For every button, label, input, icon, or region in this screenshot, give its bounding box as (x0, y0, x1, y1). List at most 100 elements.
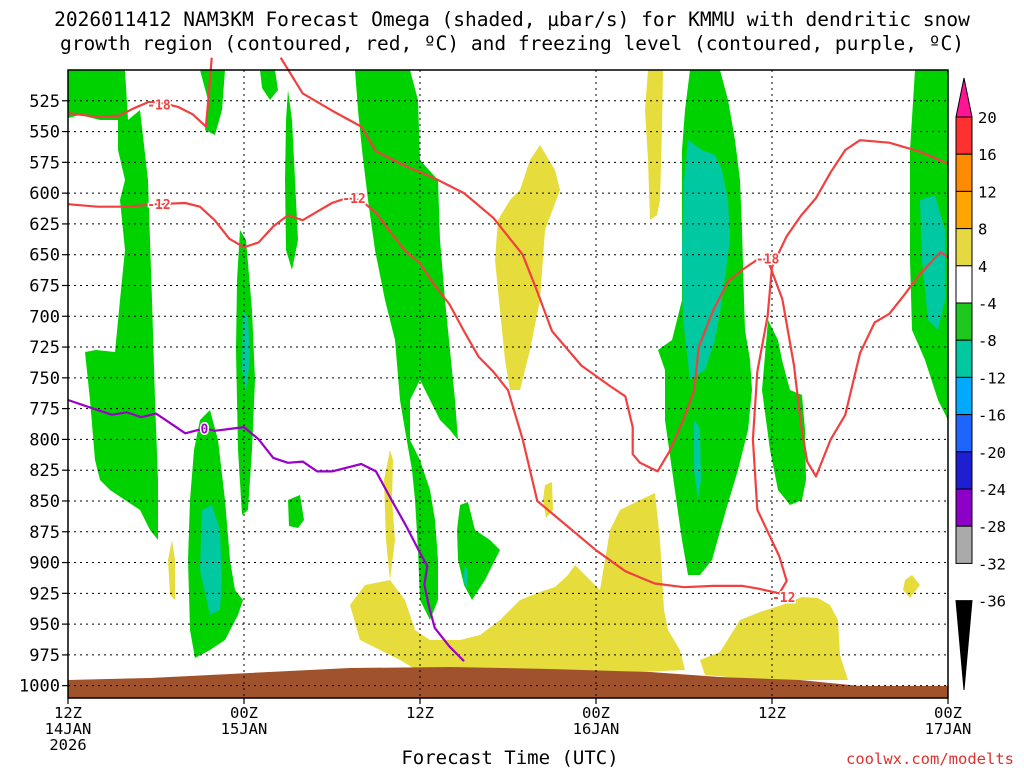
y-tick-label: 850 (29, 492, 60, 512)
y-tick-label: 675 (29, 276, 60, 296)
x-tick-label: 00Z (582, 704, 610, 722)
colorbar-swatch (955, 228, 973, 267)
omega-band (920, 195, 945, 330)
omega-band (694, 420, 701, 500)
y-tick-label: 1000 (19, 677, 60, 697)
colorbar-label: -8 (978, 332, 997, 350)
y-tick-label: 925 (29, 584, 60, 604)
x-tick-label: 12Z (758, 704, 786, 722)
colorbar-swatch (955, 190, 973, 230)
omega-band (463, 565, 468, 588)
colorbar-swatch (955, 488, 973, 527)
colorbar-swatch (955, 153, 973, 192)
omega-shading (68, 70, 948, 698)
x-tick-label: 15JAN (221, 720, 268, 738)
omega-band (355, 70, 458, 620)
colorbar-label: 20 (978, 109, 997, 127)
omega-band (682, 140, 730, 380)
y-tick-label: 600 (29, 184, 60, 204)
colorbar-swatch (955, 77, 973, 118)
x-tick-label: 2026 (49, 736, 86, 754)
y-tick-label: 750 (29, 369, 60, 389)
x-tick-label: 12Z (406, 704, 434, 722)
x-tick-label: 00Z (230, 704, 258, 722)
y-axis: 525 550 575 600 625 650 675 700 725 750 775 800 825 8… (19, 92, 68, 697)
chart-title-line2: growth region (contoured, red, ºC) and f… (60, 32, 964, 55)
y-tick-label: 725 (29, 338, 60, 358)
colorbar-swatch (955, 525, 973, 564)
y-tick-label: 875 (29, 523, 60, 543)
x-tick-label: 00Z (934, 704, 962, 722)
omega-band (168, 540, 175, 600)
credit-text: coolwx.com/modelts (846, 750, 1014, 768)
y-tick-label: 650 (29, 246, 60, 266)
omega-band (700, 597, 848, 680)
colorbar-label: 4 (978, 258, 987, 276)
x-tick-label: 12Z (54, 704, 82, 722)
colorbar-swatch (955, 339, 973, 378)
y-tick-label: 800 (29, 430, 60, 450)
colorbar-label: -36 (978, 593, 1006, 611)
y-tick-label: 975 (29, 646, 60, 666)
y-tick-label: 775 (29, 400, 60, 420)
y-tick-label: 950 (29, 615, 60, 635)
colorbar-label: -32 (978, 555, 1006, 573)
colorbar-label: -20 (978, 444, 1006, 462)
colorbar: 20 16 12 8 4 -4 -8 -12 -16 -20 -24 -28 -32 -36 (955, 77, 1006, 691)
contour-lines (67, 57, 949, 662)
omega-band (762, 320, 806, 505)
colorbar-label: -16 (978, 407, 1006, 425)
dgz-contour-line (279, 57, 768, 473)
omega-band (260, 70, 278, 100)
dgz-contour-line (67, 139, 949, 595)
y-tick-label: 825 (29, 461, 60, 481)
x-tick-label: 17JAN (925, 720, 972, 738)
omega-band (384, 450, 395, 580)
plot-frame (67, 69, 949, 699)
colorbar-swatch (955, 414, 973, 453)
y-tick-label: 575 (29, 153, 60, 173)
colorbar-swatch (955, 265, 973, 304)
omega-band (457, 502, 500, 600)
contour-label: -18 (147, 98, 171, 113)
freezing-level-line (67, 398, 465, 662)
omega-band (288, 495, 304, 528)
x-tick-label: 14JAN (45, 720, 92, 738)
omega-band (903, 575, 920, 598)
x-tick-label: 16JAN (573, 720, 620, 738)
dgz-contour-line (766, 251, 949, 478)
grid-lines (67, 70, 949, 698)
y-tick-label: 625 (29, 215, 60, 235)
terrain (68, 667, 948, 698)
contour-label: -12 (342, 192, 365, 207)
contour-label: -18 (756, 252, 780, 267)
y-tick-label: 525 (29, 92, 60, 112)
colorbar-label: 16 (978, 146, 997, 164)
colorbar-label: 12 (978, 183, 997, 201)
colorbar-swatch (955, 302, 973, 341)
colorbar-swatch (955, 600, 973, 691)
x-axis-label: Forecast Time (UTC) (401, 747, 618, 768)
contour-label: -12 (147, 198, 170, 213)
colorbar-swatch (955, 451, 973, 490)
y-tick-label: 900 (29, 554, 60, 574)
contour-label: 0 (200, 422, 208, 437)
omega-band (200, 505, 222, 615)
colorbar-label: -24 (978, 481, 1006, 499)
omega-band (68, 70, 158, 540)
colorbar-swatch (955, 376, 973, 416)
contour-label: -12 (772, 591, 795, 606)
colorbar-swatch (955, 116, 973, 155)
dgz-contour-line (67, 57, 213, 128)
omega-band (350, 493, 685, 672)
y-tick-label: 550 (29, 123, 60, 143)
colorbar-label: -28 (978, 518, 1006, 536)
colorbar-label: -12 (978, 369, 1006, 387)
colorbar-label: -4 (978, 295, 997, 313)
contour-labels: -18 -12 -12 -18 -12 0 (146, 97, 797, 608)
omega-band (645, 70, 663, 220)
colorbar-label: 8 (978, 221, 987, 239)
